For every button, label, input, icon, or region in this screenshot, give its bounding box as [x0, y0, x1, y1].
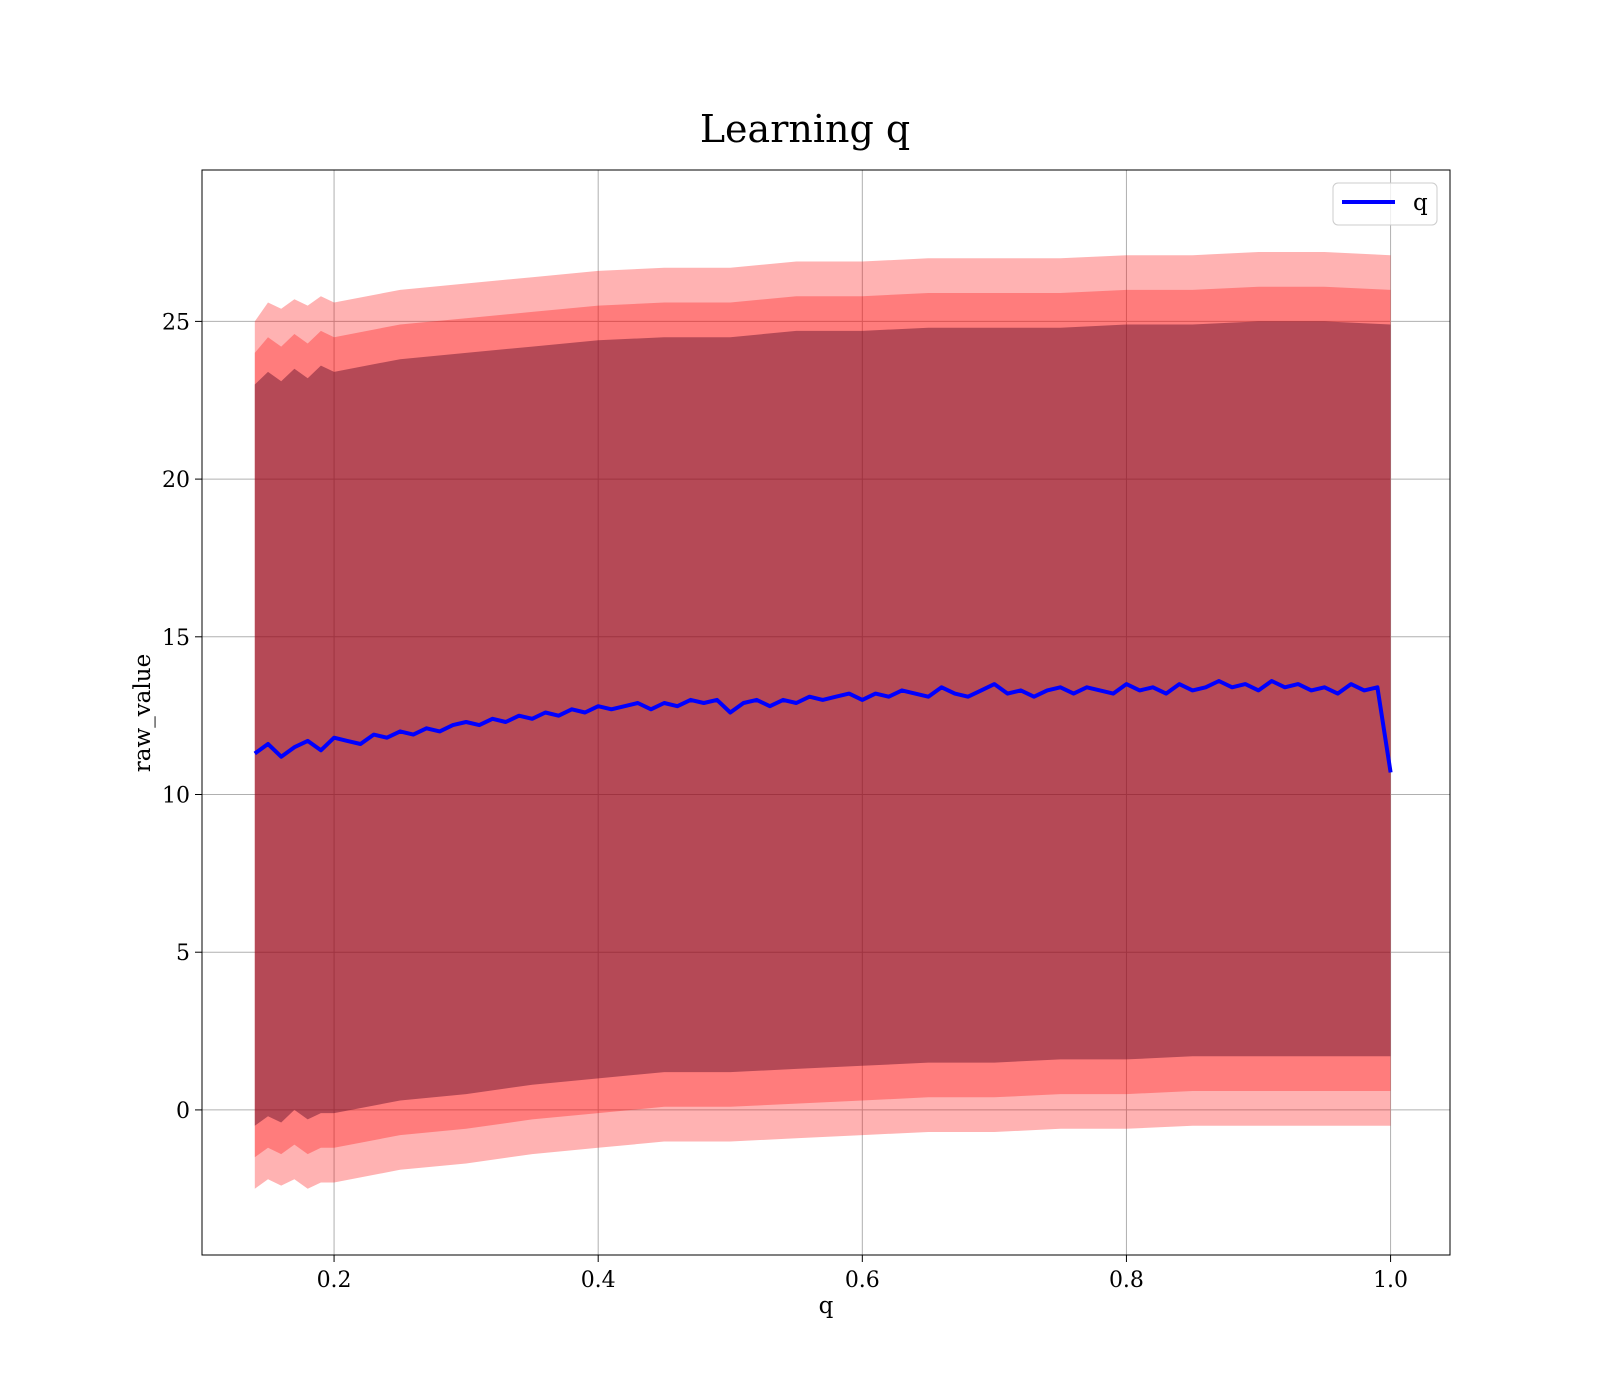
y-tick-label: 15 [162, 626, 190, 651]
x-tick-label: 1.0 [1373, 1268, 1408, 1293]
y-tick-label: 5 [176, 941, 190, 966]
chart-title: Learning q [700, 107, 910, 151]
tick-layer: 0.2 0.4 0.6 0.8 1.0 0 5 10 15 20 25 [162, 310, 1408, 1293]
x-tick-label: 0.2 [317, 1268, 352, 1293]
band-inner-area [254, 321, 1391, 1126]
line-layer [253, 679, 1393, 773]
legend-label-q: q [1413, 190, 1428, 216]
y-tick-label: 25 [162, 310, 190, 335]
legend: q [1332, 182, 1438, 226]
y-tick-label: 20 [162, 468, 190, 493]
x-tick-label: 0.4 [581, 1268, 616, 1293]
grid-layer [202, 170, 1450, 1255]
band-outer-area [254, 252, 1391, 1189]
y-tick-label: 10 [162, 784, 190, 809]
plot-frame [201, 169, 1451, 1256]
y-tick-label: 0 [176, 1099, 190, 1124]
x-tick-label: 0.6 [845, 1268, 880, 1293]
y-axis-label: raw_value [130, 654, 156, 772]
band-layer [254, 252, 1391, 1189]
x-tick-label: 0.8 [1109, 1268, 1144, 1293]
x-axis-label: q [819, 1293, 834, 1319]
band-middle-area [254, 286, 1391, 1158]
